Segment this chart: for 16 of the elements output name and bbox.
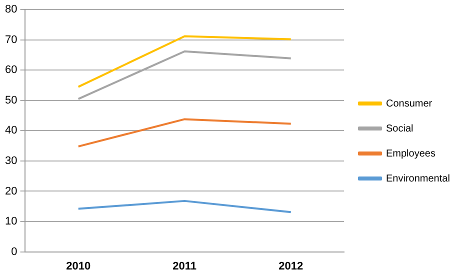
y-tick-label: 30 [4, 155, 18, 168]
y-tick-label: 70 [4, 34, 18, 46]
y-tick-label: 80 [4, 4, 18, 16]
legend-label: Environmental [386, 173, 450, 184]
y-tick-label: 0 [11, 246, 18, 258]
y-tick-label: 60 [4, 64, 18, 76]
y-tick-label: 10 [4, 216, 18, 228]
y-tick-label: 20 [4, 185, 18, 198]
x-tick-label: 2011 [172, 260, 197, 272]
x-tick-label: 2010 [66, 260, 91, 272]
y-tick-label: 40 [4, 124, 18, 137]
legend-label: Consumer [386, 98, 433, 110]
y-tick-label: 50 [4, 94, 18, 106]
legend-label: Employees [386, 148, 436, 160]
legend-label: Social [386, 123, 414, 134]
x-tick-label: 2012 [278, 260, 304, 272]
